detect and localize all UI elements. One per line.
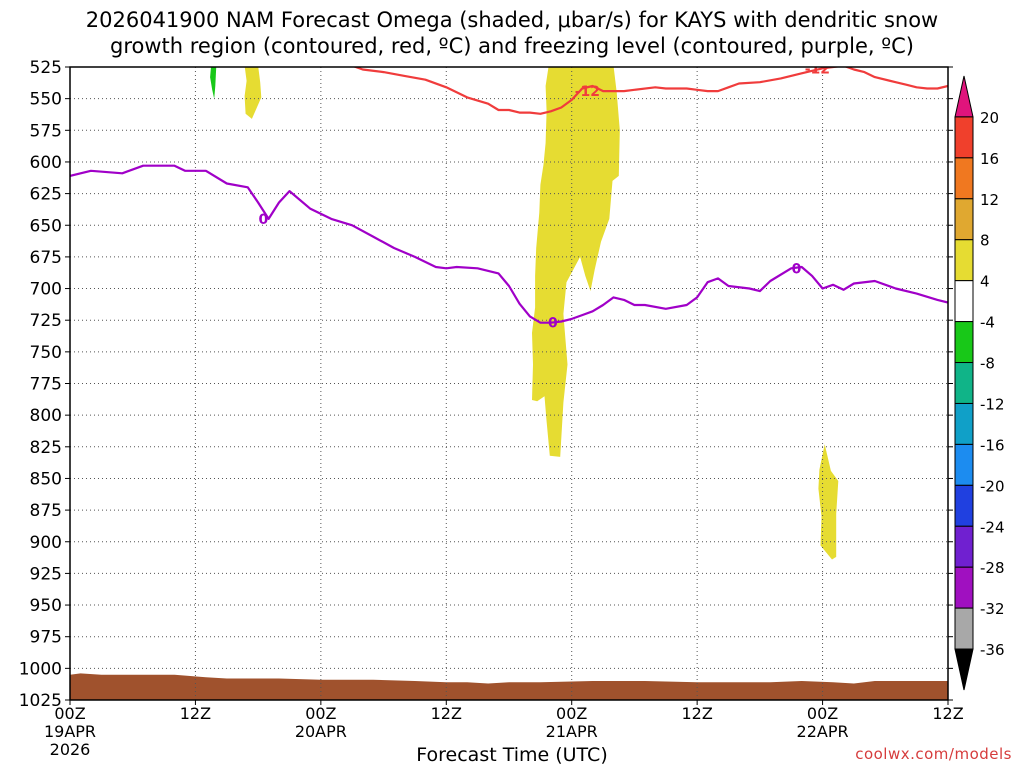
y-tick-label: 900 — [30, 533, 62, 553]
colorbar-tick-label: 8 — [980, 232, 990, 250]
x-tick-label: 12Z — [431, 704, 462, 723]
x-tick-label: 12Z — [932, 704, 963, 723]
y-tick-label: 650 — [30, 216, 62, 236]
dgz-isotherm-line — [352, 67, 948, 115]
colorbar-cap-bottom — [954, 648, 974, 691]
y-tick-label: 725 — [30, 311, 62, 331]
y-tick-label: 600 — [30, 153, 62, 173]
y-tick-label: 775 — [30, 375, 62, 395]
colorbar-tick-label: -24 — [980, 518, 1005, 536]
colorbar-bin — [954, 157, 974, 200]
x-tick-label: 00Z — [556, 704, 587, 723]
colorbar-tick-label: 12 — [980, 191, 999, 209]
colorbar-bin — [954, 239, 974, 282]
x-tick-date: 20APR — [295, 722, 347, 741]
colorbar-bin — [954, 566, 974, 609]
dgz-isotherm-label: -12 — [575, 84, 600, 100]
colorbar-bin — [954, 280, 974, 323]
colorbar-tick-label: -20 — [980, 477, 1005, 495]
y-tick-label: 1000 — [19, 659, 62, 679]
grid-layer — [70, 67, 948, 700]
colorbar: 20 16 12 8 4 -4 -8 -12 -16 -20 -24 -28 -32 -36 — [954, 75, 1005, 691]
chart-title-line-1: 2026041900 NAM Forecast Omega (shaded, μ… — [85, 8, 939, 32]
omega-shading-layer — [210, 67, 839, 560]
colorbar-tick-label: -28 — [980, 559, 1005, 577]
y-tick-label: 700 — [30, 280, 62, 300]
y-tick-label: 825 — [30, 438, 62, 458]
contour-layer: 0 0 0 -12 -12 — [70, 61, 948, 332]
y-tick-label: 850 — [30, 469, 62, 489]
y-tick-label: 525 — [30, 58, 62, 78]
colorbar-bin — [954, 484, 974, 527]
site-credit: coolwx.com/models — [855, 745, 1012, 763]
colorbar-bin — [954, 525, 974, 568]
y-tick-label: 925 — [30, 564, 62, 584]
y-tick-label: 875 — [30, 501, 62, 521]
colorbar-bin — [954, 116, 974, 159]
x-tick-date: 19APR — [44, 722, 96, 741]
y-tick-label: 950 — [30, 596, 62, 616]
colorbar-tick-label: -36 — [980, 641, 1005, 659]
chart-title-line-2: growth region (contoured, red, ºC) and f… — [110, 34, 914, 58]
y-tick-label: 750 — [30, 343, 62, 363]
y-tick-label: 550 — [30, 90, 62, 110]
freezing-level-label: 0 — [258, 212, 268, 228]
colorbar-tick-label: -4 — [980, 314, 995, 332]
x-tick-label: 00Z — [305, 704, 336, 723]
freezing-level-line — [70, 164, 948, 324]
x-tick-year: 2026 — [50, 740, 91, 759]
colorbar-bin — [954, 321, 974, 364]
ground-terrain — [70, 673, 948, 700]
ground-layer — [70, 673, 948, 700]
colorbar-bin — [954, 362, 974, 404]
plot-frame — [69, 66, 949, 701]
colorbar-bin — [954, 198, 974, 241]
freezing-level-label: 0 — [548, 316, 558, 332]
x-tick-date: 21APR — [546, 722, 598, 741]
x-tick-date: 22APR — [797, 722, 849, 741]
y-tick-label: 675 — [30, 248, 62, 268]
colorbar-tick-label: -16 — [980, 436, 1005, 454]
colorbar-tick-label: -12 — [980, 395, 1005, 413]
omega-region-0 — [244, 67, 262, 119]
x-tick-label: 00Z — [807, 704, 838, 723]
colorbar-tick-label: -32 — [980, 600, 1005, 618]
x-axis-label: Forecast Time (UTC) — [416, 744, 608, 766]
y-tick-label: 1025 — [19, 691, 62, 711]
colorbar-cap-top — [954, 75, 974, 118]
colorbar-bin — [954, 402, 974, 445]
colorbar-bin — [954, 607, 974, 650]
dgz-isotherm-label: -12 — [805, 61, 830, 77]
omega-region-1 — [532, 67, 620, 457]
omega-region-3 — [210, 67, 217, 99]
x-tick-label: 00Z — [54, 704, 85, 723]
y-tick-label: 975 — [30, 628, 62, 648]
y-tick-label: 800 — [30, 406, 62, 426]
freezing-level-label: 0 — [792, 261, 802, 277]
x-tick-label: 12Z — [681, 704, 712, 723]
y-tick-label: 625 — [30, 185, 62, 205]
colorbar-tick-label: 4 — [980, 273, 990, 291]
colorbar-tick-label: -8 — [980, 355, 995, 373]
omega-region-2 — [818, 444, 839, 560]
x-tick-label: 12Z — [180, 704, 211, 723]
colorbar-tick-label: 20 — [980, 109, 999, 127]
y-tick-label: 575 — [30, 121, 62, 141]
colorbar-tick-label: 16 — [980, 150, 999, 168]
axis-layer: 525 550 575 600 625 650 675 700 725 750 775 800 825 8… — [19, 58, 964, 759]
colorbar-bin — [954, 443, 974, 486]
